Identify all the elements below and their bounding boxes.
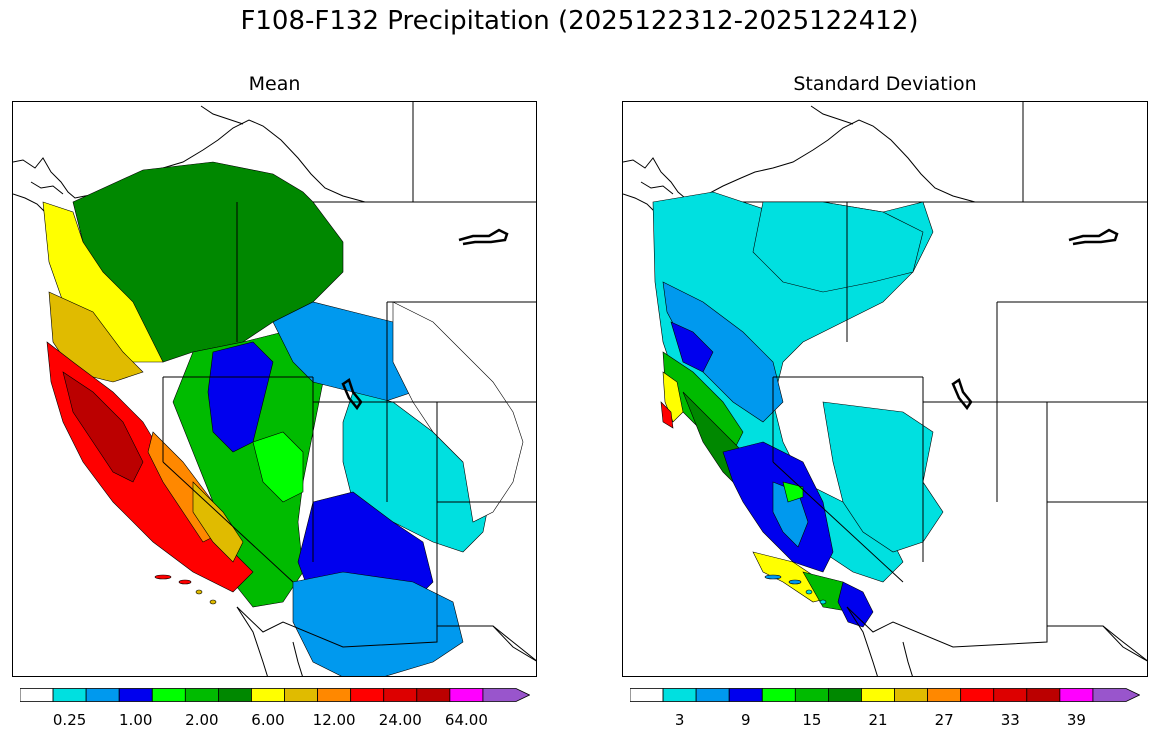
colorbar-tick-label: 39 [1066,711,1086,729]
island [788,579,802,585]
canada-coastline [623,119,1023,203]
colorbar-tick-label: 21 [868,711,888,729]
colorbar-bin [118,688,153,702]
stddev-panel-title: Standard Deviation [793,73,977,95]
figure-title: F108-F132 Precipitation (2025122312-2025… [240,6,919,36]
colorbar-bin [317,688,352,702]
colorbar-tick-label: 3 [674,711,685,729]
stddev-colorbar-bins [630,688,1140,702]
island [154,574,172,580]
island [764,574,782,580]
baja-coastline [846,606,1147,676]
colorbar-bin [861,688,895,702]
stddev-map-canvas [623,102,1147,676]
colorbar-tick-label: 33 [1000,711,1020,729]
stddev-map [622,101,1148,677]
colorbar-tick-label: 2.00 [185,711,219,729]
baja-coastline [236,606,536,676]
colorbar-bin [151,688,186,702]
mexico-border [846,606,1147,662]
colorbar-tick-label: 12.00 [312,711,356,729]
mean-shade-lime [252,431,304,503]
mean-panel-title: Mean [248,73,301,95]
mean-colorbar-tick-labels: 0.25 1.00 2.00 6.00 12.00 24.00 64.00 [20,711,530,731]
colorbar-tick-label: 9 [740,711,751,729]
mexico-border [236,606,536,662]
colorbar-bin [284,688,318,702]
sd-shade-cyan-north [752,201,924,293]
colorbar-bin [1026,688,1061,702]
colorbar-bin [794,688,829,702]
colorbar-tick-label: 24.00 [378,711,422,729]
mean-shade-darkred [62,371,144,483]
colorbar-bin [761,688,796,702]
colorbar-bin [1092,688,1140,702]
coast-islands [13,105,244,213]
colorbar-bin [383,688,418,702]
colorbar-bin [927,688,962,702]
island [805,589,813,595]
colorbar-bin [52,688,87,702]
colorbar-bin [960,688,995,702]
colorbar-tick-label: 27 [934,711,954,729]
colorbar-bin [20,688,54,702]
colorbar-bin [416,688,451,702]
island [195,589,203,595]
mean-shade-yellow [42,201,164,363]
colorbar-bin [482,688,530,702]
sd-shade-blue [670,321,714,373]
sd-shade-blue-south [837,581,874,628]
colorbar-bin [184,688,219,702]
great-lake-outline [1068,228,1119,246]
unshaded-basins-outline [392,301,524,523]
state-borders [162,202,536,642]
colorbar-bin [993,688,1028,702]
mean-map [12,101,537,677]
colorbar-bin [695,688,730,702]
colorbar-tick-label: 1.00 [119,711,153,729]
mean-map-canvas [13,102,536,676]
great-salt-lake [951,378,973,411]
stddev-colorbar [630,688,1140,702]
colorbar-bin [449,688,484,702]
great-lake-outline [458,228,509,246]
colorbar-tick-label: 64.00 [444,711,488,729]
mean-shade-gold [48,291,144,383]
mean-colorbar [20,688,530,702]
sd-shade-red [660,401,674,429]
colorbar-bin [630,688,664,702]
great-salt-lake [341,378,363,411]
colorbar-bin [251,688,285,702]
colorbar-tick-label: 6.00 [251,711,285,729]
colorbar-bin [662,688,697,702]
island [178,579,192,585]
mean-shade-gold-sierra [192,481,244,563]
colorbar-tick-label: 0.25 [52,711,87,729]
colorbar-tick-label: 15 [802,711,822,729]
island [209,599,217,605]
colorbar-bin [827,688,862,702]
mean-colorbar-bins [20,688,530,702]
mean-shade-lightblue-south [292,571,464,676]
colorbar-bin [85,688,120,702]
colorbar-bin [894,688,928,702]
island [819,599,827,605]
canada-coastline [13,119,413,203]
colorbar-bin [728,688,763,702]
colorbar-bin [217,688,252,702]
stddev-colorbar-tick-labels: 3 9 15 21 27 33 39 [630,711,1140,731]
coast-islands [623,105,854,213]
colorbar-bin [350,688,385,702]
colorbar-bin [1059,688,1094,702]
sd-shade-lime [782,481,804,503]
